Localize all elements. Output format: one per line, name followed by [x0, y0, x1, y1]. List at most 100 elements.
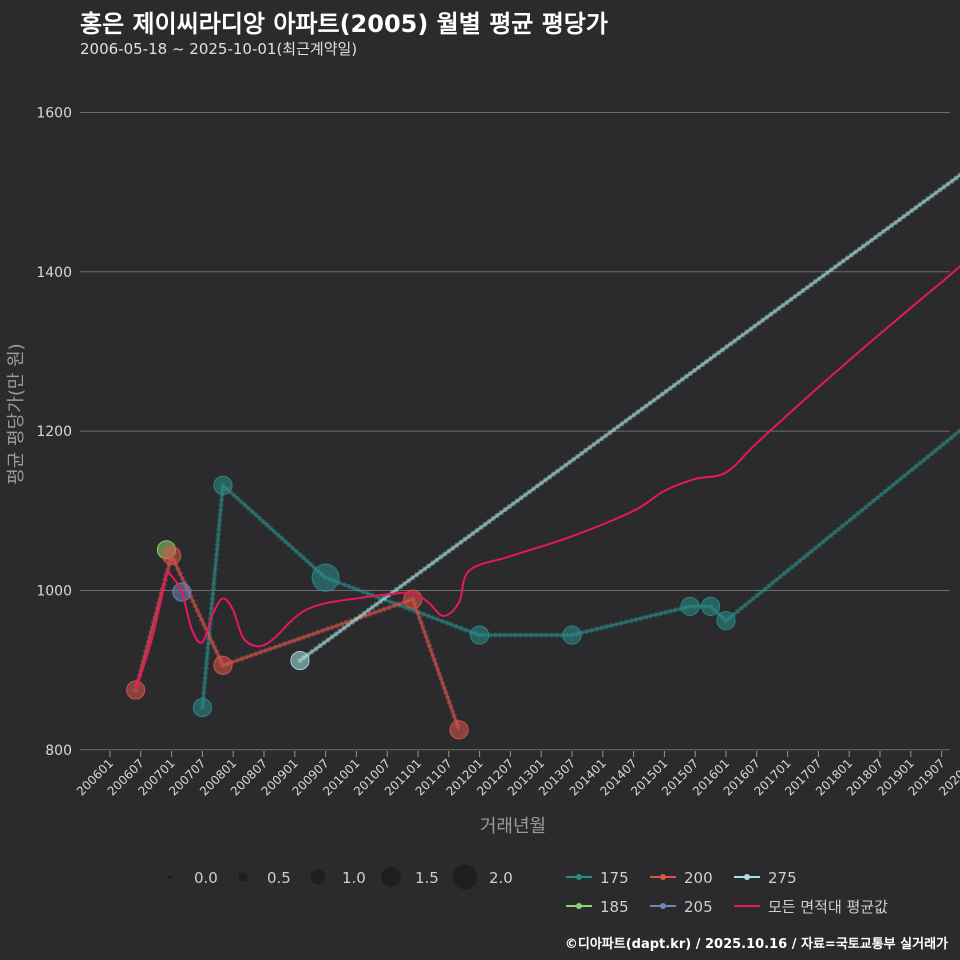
series-trail-dot-275 [889, 222, 895, 228]
series-trail-dot-275 [683, 373, 689, 379]
series-trail-dot-275 [812, 279, 818, 285]
series-trail-dot-175 [944, 438, 950, 444]
series-trail-dot-175 [762, 586, 768, 592]
series-trail-dot-200 [377, 608, 383, 614]
series-trail-dot-175 [212, 571, 218, 577]
series-trail-dot-275 [820, 273, 826, 279]
series-trail-dot-175 [836, 526, 842, 532]
series-trail-dot-275 [599, 435, 605, 442]
series-trail-dot-275 [611, 427, 617, 433]
series-trail-dot-275 [313, 646, 319, 652]
legend-label-모든 면적대 평균값: 모든 면적대 평균값 [768, 898, 888, 916]
series-trail-dot-175 [492, 632, 498, 638]
series-trail-dot-200 [372, 609, 378, 616]
series-trail-dot-175 [793, 561, 799, 567]
series-trail-dot-175 [216, 527, 222, 533]
series-trail-dot-275 [563, 462, 569, 468]
series-trail-dot-175 [360, 589, 366, 595]
y-tick-label: 1000 [36, 583, 72, 599]
series-trail-dot-200 [211, 644, 217, 650]
series-trail-dot-200 [441, 685, 447, 691]
series-trail-dot-175 [886, 485, 892, 491]
series-trail-dot-175 [643, 614, 649, 620]
series-trail-dot-175 [870, 498, 877, 504]
series-trail-dot-200 [296, 636, 302, 642]
series-trail-dot-275 [893, 219, 899, 226]
series-trail-dot-275 [901, 213, 907, 220]
data-point-175 [562, 625, 582, 645]
series-trail-dot-275 [309, 649, 315, 655]
series-trail-dot-275 [567, 459, 573, 465]
series-trail-dot-175 [913, 463, 919, 469]
series-trail-dot-200 [291, 637, 297, 644]
series-trail-dot-175 [548, 632, 555, 638]
series-trail-dot-275 [655, 394, 661, 400]
y-axis-title: 평균 평당가(만 원) [6, 343, 27, 484]
series-trail-dot-275 [804, 284, 810, 291]
series-trail-dot-175 [203, 665, 209, 671]
series-trail-dot-200 [416, 615, 423, 621]
series-trail-dot-200 [435, 666, 441, 672]
series-trail-dot-175 [603, 624, 610, 630]
series-trail-dot-275 [752, 323, 758, 329]
series-trail-dot-175 [863, 504, 869, 510]
series-trail-dot-175 [773, 577, 780, 583]
series-trail-dot-275 [663, 388, 669, 394]
series-trail-dot-175 [746, 599, 752, 605]
legend-swatch-dot-275 [744, 874, 750, 880]
series-trail-dot-175 [898, 476, 904, 482]
series-trail-dot-275 [410, 575, 416, 581]
series-trail-dot-175 [203, 660, 210, 666]
series-trail-dot-175 [421, 611, 427, 617]
series-trail-dot-275 [401, 581, 408, 587]
series-trail-dot-175 [497, 632, 503, 638]
series-trail-dot-275 [772, 308, 778, 314]
series-trail-dot-275 [691, 367, 698, 374]
series-trail-dot-200 [190, 598, 196, 604]
series-trail-dot-275 [349, 619, 355, 625]
size-legend-bubble [310, 869, 326, 885]
data-point-275 [290, 650, 310, 671]
series-trail-dot-275 [534, 483, 541, 489]
series-trail-dot-275 [353, 616, 359, 622]
series-trail-dot-275 [937, 187, 943, 193]
series-trail-dot-175 [828, 532, 834, 539]
series-trail-dot-175 [808, 548, 815, 554]
series-trail-dot-200 [244, 654, 250, 660]
series-trail-dot-175 [657, 610, 664, 617]
series-trail-dot-175 [538, 632, 544, 638]
series-trail-dot-275 [921, 199, 927, 205]
series-trail-dot-175 [738, 605, 745, 611]
series-trail-dot-275 [659, 391, 665, 397]
series-trail-dot-275 [490, 515, 496, 522]
series-trail-dot-275 [905, 210, 911, 217]
series-trail-dot-200 [449, 708, 456, 714]
series-trail-dot-200 [258, 649, 264, 655]
series-trail-dot-175 [867, 501, 873, 507]
series-trail-dot-200 [175, 566, 181, 572]
series-trail-dot-275 [345, 622, 351, 628]
series-trail-dot-175 [202, 675, 208, 681]
series-trail-dot-175 [449, 622, 455, 628]
series-trail-dot-275 [554, 468, 561, 474]
series-trail-dot-175 [667, 608, 673, 614]
legend-label-275: 275 [768, 869, 797, 887]
series-trail-dot-175 [214, 546, 220, 553]
series-trail-dot-275 [715, 350, 722, 356]
series-trail-dot-175 [801, 555, 807, 561]
series-trail-dot-175 [940, 441, 947, 447]
series-trail-dot-175 [820, 539, 826, 545]
series-trail-dot-275 [949, 178, 955, 184]
series-trail-dot-275 [953, 175, 959, 181]
series-trail-dot-200 [433, 661, 439, 668]
series-trail-dot-175 [341, 582, 347, 588]
series-trail-dot-275 [595, 438, 601, 445]
series-trail-dot-175 [512, 632, 519, 638]
series-275 [290, 172, 960, 671]
series-trail-dot-175 [777, 573, 783, 580]
series-trail-dot-200 [436, 671, 442, 677]
series-trail-dot-200 [421, 629, 428, 635]
series-trail-dot-175 [839, 523, 846, 529]
series-trail-dot-175 [213, 561, 219, 567]
series-trail-dot-275 [373, 601, 380, 607]
